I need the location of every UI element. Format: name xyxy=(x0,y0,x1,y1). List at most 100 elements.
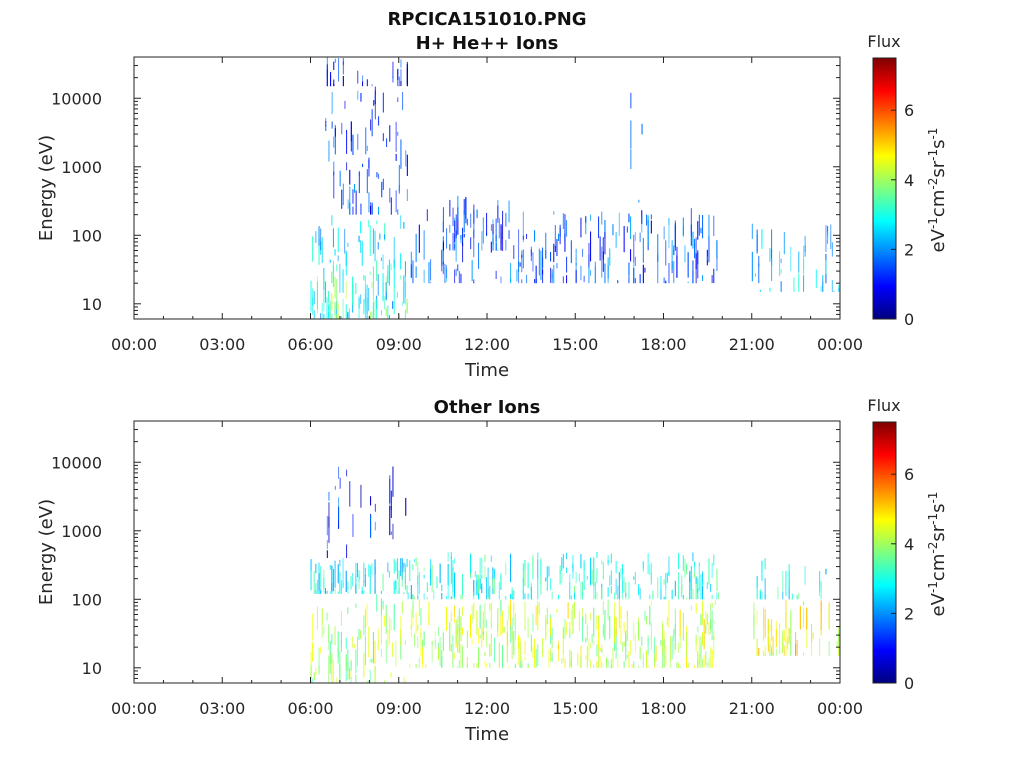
flux-streak xyxy=(340,611,342,626)
flux-streak xyxy=(660,575,662,592)
flux-streak xyxy=(713,630,715,660)
flux-streak xyxy=(385,308,387,317)
flux-streak xyxy=(447,552,449,562)
flux-streak xyxy=(586,624,588,641)
flux-streak xyxy=(545,577,547,582)
flux-streak xyxy=(551,640,553,649)
flux-streak xyxy=(537,578,539,600)
flux-streak xyxy=(393,558,395,574)
flux-streak xyxy=(470,614,472,638)
flux-streak xyxy=(673,629,675,642)
flux-streak xyxy=(783,630,785,642)
flux-streak xyxy=(649,594,651,600)
flux-streak xyxy=(530,634,532,652)
flux-streak xyxy=(481,574,483,579)
flux-streak xyxy=(369,591,371,594)
flux-streak xyxy=(638,617,640,641)
flux-streak xyxy=(481,583,483,593)
flux-streak xyxy=(779,251,781,277)
flux-streak xyxy=(406,189,408,201)
flux-streak xyxy=(458,659,460,668)
flux-streak xyxy=(510,599,512,630)
flux-streak xyxy=(355,562,357,589)
flux-streak xyxy=(384,680,386,683)
flux-streak xyxy=(312,297,314,306)
flux-streak xyxy=(535,649,537,668)
flux-streak xyxy=(633,267,635,284)
flux-streak xyxy=(418,571,420,595)
flux-streak xyxy=(674,623,676,650)
flux-streak xyxy=(590,660,592,668)
flux-streak xyxy=(562,627,564,639)
flux-streak xyxy=(620,568,622,580)
flux-streak xyxy=(326,612,328,621)
flux-streak xyxy=(763,625,765,641)
flux-streak xyxy=(687,662,689,668)
flux-streak xyxy=(339,559,341,567)
flux-streak xyxy=(478,647,480,668)
flux-streak xyxy=(471,638,473,645)
flux-streak xyxy=(387,265,389,280)
flux-streak xyxy=(631,664,633,668)
flux-streak xyxy=(673,642,675,655)
flux-streak xyxy=(452,651,454,668)
flux-streak xyxy=(325,121,327,127)
flux-streak xyxy=(418,224,420,253)
flux-streak xyxy=(331,271,333,284)
flux-streak xyxy=(551,269,553,273)
flux-streak xyxy=(534,230,536,242)
flux-streak xyxy=(602,251,604,272)
flux-streak xyxy=(668,556,670,575)
flux-streak xyxy=(339,170,341,187)
flux-streak xyxy=(798,593,800,600)
flux-streak xyxy=(663,226,665,240)
flux-streak xyxy=(329,259,331,263)
flux-streak xyxy=(513,590,515,596)
flux-streak xyxy=(422,639,424,652)
flux-streak xyxy=(484,554,486,562)
flux-streak xyxy=(815,269,817,289)
flux-streak xyxy=(562,276,564,284)
flux-streak xyxy=(329,591,331,594)
flux-streak xyxy=(395,190,397,213)
flux-streak xyxy=(377,242,379,250)
flux-streak xyxy=(328,502,330,528)
flux-streak xyxy=(831,279,833,292)
flux-streak xyxy=(455,231,457,262)
flux-streak xyxy=(328,516,330,543)
flux-streak xyxy=(698,653,700,668)
flux-streak xyxy=(321,608,323,638)
flux-streak xyxy=(630,249,632,262)
flux-streak xyxy=(360,240,362,253)
flux-streak xyxy=(318,246,320,265)
flux-streak xyxy=(439,563,441,584)
flux-streak xyxy=(336,264,338,272)
flux-streak xyxy=(356,563,358,578)
flux-streak xyxy=(702,600,704,625)
flux-streak xyxy=(526,233,528,239)
flux-streak xyxy=(362,81,364,87)
flux-streak xyxy=(454,605,456,618)
flux-streak xyxy=(566,256,568,273)
flux-streak xyxy=(695,253,697,269)
flux-streak xyxy=(369,271,371,275)
flux-streak xyxy=(400,69,402,87)
flux-streak xyxy=(345,570,347,592)
flux-streak xyxy=(562,553,564,569)
flux-streak xyxy=(590,643,592,649)
flux-streak xyxy=(527,617,529,638)
flux-streak xyxy=(346,469,348,477)
flux-streak xyxy=(382,92,384,113)
flux-streak xyxy=(490,241,492,253)
flux-streak xyxy=(366,316,368,319)
flux-streak xyxy=(678,642,680,653)
flux-streak xyxy=(759,289,761,292)
flux-streak xyxy=(508,611,510,621)
x-tick-label: 18:00 xyxy=(640,335,686,354)
x-tick-label: 21:00 xyxy=(729,699,775,718)
flux-streak xyxy=(687,252,689,278)
flux-streak xyxy=(604,220,606,239)
flux-streak xyxy=(614,602,616,625)
flux-streak xyxy=(570,595,572,600)
colorbar-tick-label: 4 xyxy=(904,535,914,554)
